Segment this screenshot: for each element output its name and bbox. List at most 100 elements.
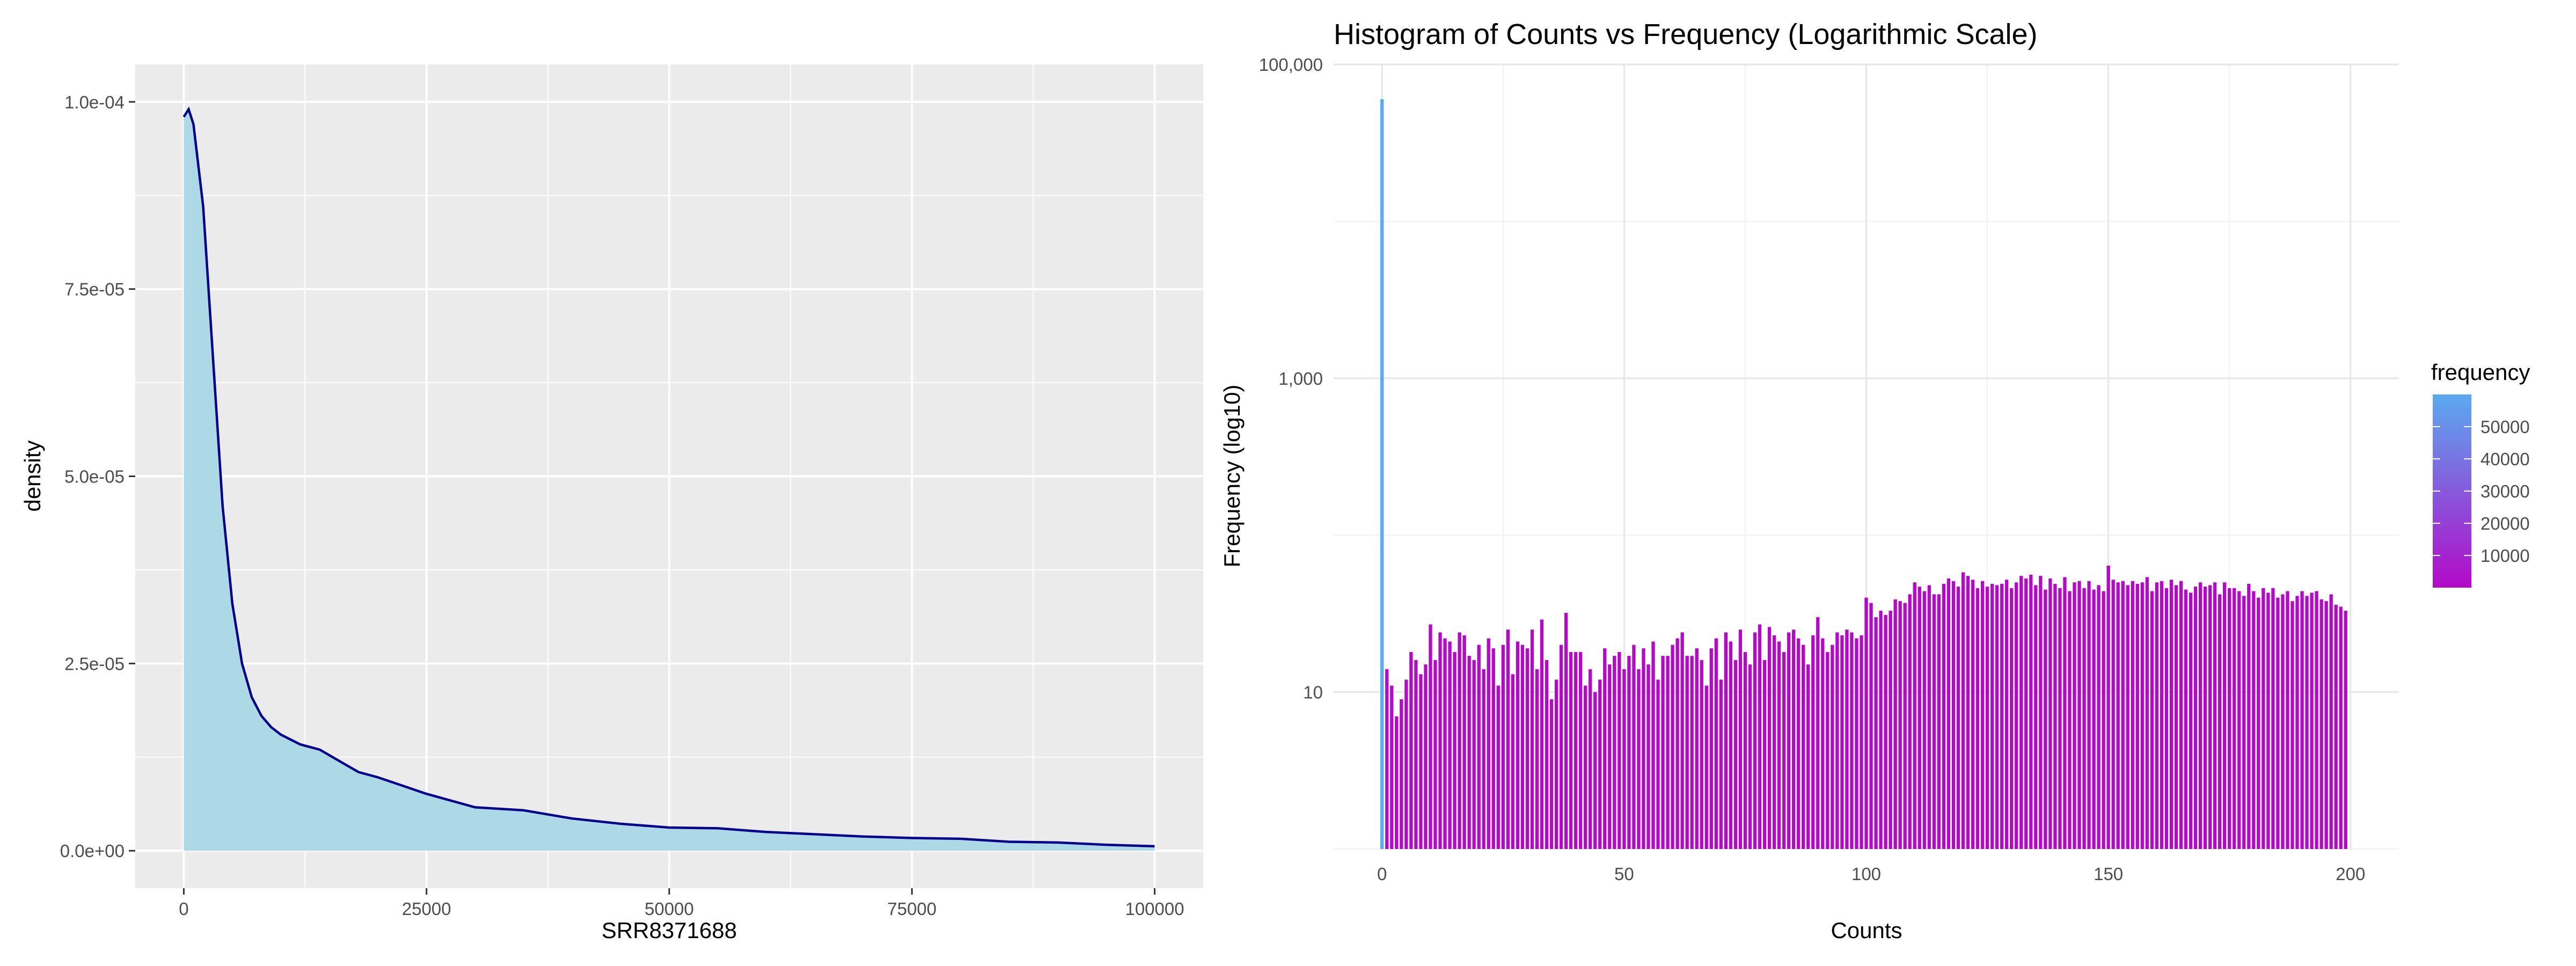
density-area-fill <box>184 109 1155 851</box>
legend-label: 20000 <box>2480 514 2530 533</box>
histogram-bar <box>1385 669 1389 849</box>
histogram-bar <box>1719 679 1723 849</box>
histogram-bar <box>1864 597 1868 849</box>
histogram-bars <box>1380 99 2347 849</box>
histogram-bar <box>1714 638 1718 849</box>
histogram-bar <box>1622 669 1626 849</box>
histogram-bar <box>1477 645 1481 849</box>
histogram-bar <box>2252 591 2256 849</box>
histogram-bar <box>2029 574 2033 849</box>
histogram-bar <box>1419 674 1423 849</box>
histogram-bar <box>2228 588 2231 849</box>
histogram-bar <box>1569 652 1573 849</box>
histogram-bar <box>2286 591 2289 849</box>
histogram-bar <box>1806 664 1810 849</box>
histogram-bar <box>1966 576 1970 849</box>
histogram-bar <box>2310 592 2314 849</box>
histogram-bar <box>1549 699 1554 849</box>
histogram-y-tick-label: 10 <box>1303 683 1323 702</box>
histogram-bar <box>1951 581 1956 849</box>
histogram-bar <box>2019 576 2023 849</box>
histogram-bar <box>2010 588 2014 849</box>
histogram-bar <box>1516 641 1520 849</box>
histogram-bar <box>1884 614 1887 849</box>
histogram-bar <box>1487 638 1490 849</box>
histogram-bar <box>1651 641 1655 849</box>
histogram-bar <box>2271 588 2275 849</box>
histogram-y-axis: 10 1,000 100,000 <box>1259 55 1323 702</box>
histogram-bar <box>2082 588 2086 849</box>
histogram-bar <box>1811 635 1815 849</box>
histogram-bar <box>1787 632 1791 849</box>
histogram-x-tick-label: 150 <box>2094 864 2123 884</box>
histogram-bar <box>2329 594 2333 849</box>
histogram-bar <box>2213 582 2217 849</box>
histogram-bar <box>1618 652 1621 849</box>
histogram-bar <box>1869 603 1873 849</box>
histogram-bar <box>2073 582 2076 849</box>
histogram-y-axis-title: Frequency (log10) <box>1219 385 1245 568</box>
histogram-bar <box>1932 594 1936 849</box>
histogram-x-tick-label: 200 <box>2336 864 2365 884</box>
histogram-bar <box>1535 669 1539 849</box>
histogram-bar <box>1409 652 1413 849</box>
histogram-bar <box>1874 617 1878 849</box>
histogram-bar <box>1797 638 1801 849</box>
histogram-bar <box>2344 611 2347 849</box>
histogram-bar <box>1448 641 1452 849</box>
density-y-axis-title: density <box>20 440 45 511</box>
histogram-bar <box>1845 630 1849 849</box>
histogram-bar <box>1603 648 1607 849</box>
histogram-y-tick-label: 1,000 <box>1278 369 1323 389</box>
histogram-bar <box>2247 583 2251 849</box>
legend-label: 10000 <box>2480 546 2530 566</box>
histogram-bar <box>1540 619 1544 849</box>
histogram-bar <box>2077 581 2081 849</box>
histogram-bar <box>1666 656 1670 849</box>
histogram-bar <box>2203 587 2207 849</box>
histogram-bar <box>1685 656 1689 849</box>
histogram-bar <box>1980 581 1985 849</box>
histogram-bar <box>2063 577 2067 849</box>
histogram-bar <box>1593 692 1597 849</box>
histogram-bar <box>2237 591 2241 849</box>
histogram-bar <box>1646 664 1650 849</box>
histogram-bar <box>1400 699 1403 849</box>
histogram-bar <box>1913 582 1916 849</box>
histogram-bar <box>2339 606 2343 849</box>
histogram-bar <box>1704 685 1708 849</box>
histogram-bar <box>1429 624 1432 849</box>
histogram-bar <box>2218 594 2222 849</box>
histogram-bar <box>1709 648 1713 849</box>
histogram-bar <box>2145 577 2149 849</box>
histogram-bar <box>2208 585 2212 849</box>
histogram-bar <box>2315 591 2318 849</box>
density-plot-gridlines <box>135 64 1203 888</box>
histogram-bar <box>1545 660 1549 849</box>
legend-title: frequency <box>2431 360 2530 385</box>
histogram-bar <box>1453 652 1457 849</box>
histogram-bar <box>2276 597 2280 849</box>
histogram-bar <box>1656 679 1660 849</box>
histogram-bar <box>1390 685 1394 849</box>
histogram-bar <box>2015 582 2018 849</box>
histogram-bar <box>1758 624 1762 849</box>
histogram-x-axis-title: Counts <box>1831 918 1902 943</box>
density-x-axis-title: SRR8371688 <box>602 918 737 943</box>
histogram-bar <box>1661 656 1665 849</box>
histogram-bar <box>1826 652 1829 849</box>
histogram-bar <box>1690 656 1694 849</box>
histogram-y-tick-label: 100,000 <box>1259 55 1323 75</box>
density-y-axis: 0.0e+00 2.5e-05 5.0e-05 7.5e-05 1.0e-04 <box>60 92 135 861</box>
histogram-bar <box>2262 588 2265 849</box>
histogram-bar <box>1802 645 1805 849</box>
histogram-bar <box>1743 652 1747 849</box>
histogram-bar <box>2024 578 2028 849</box>
histogram-bar <box>2048 578 2052 849</box>
density-x-tick-label: 100000 <box>1125 899 1184 919</box>
density-x-axis: 0 25000 50000 75000 100000 <box>179 888 1184 919</box>
histogram-bar <box>2102 591 2105 849</box>
histogram-bar <box>1680 632 1684 849</box>
histogram-bar <box>1840 635 1844 849</box>
histogram-bar <box>2121 581 2125 849</box>
